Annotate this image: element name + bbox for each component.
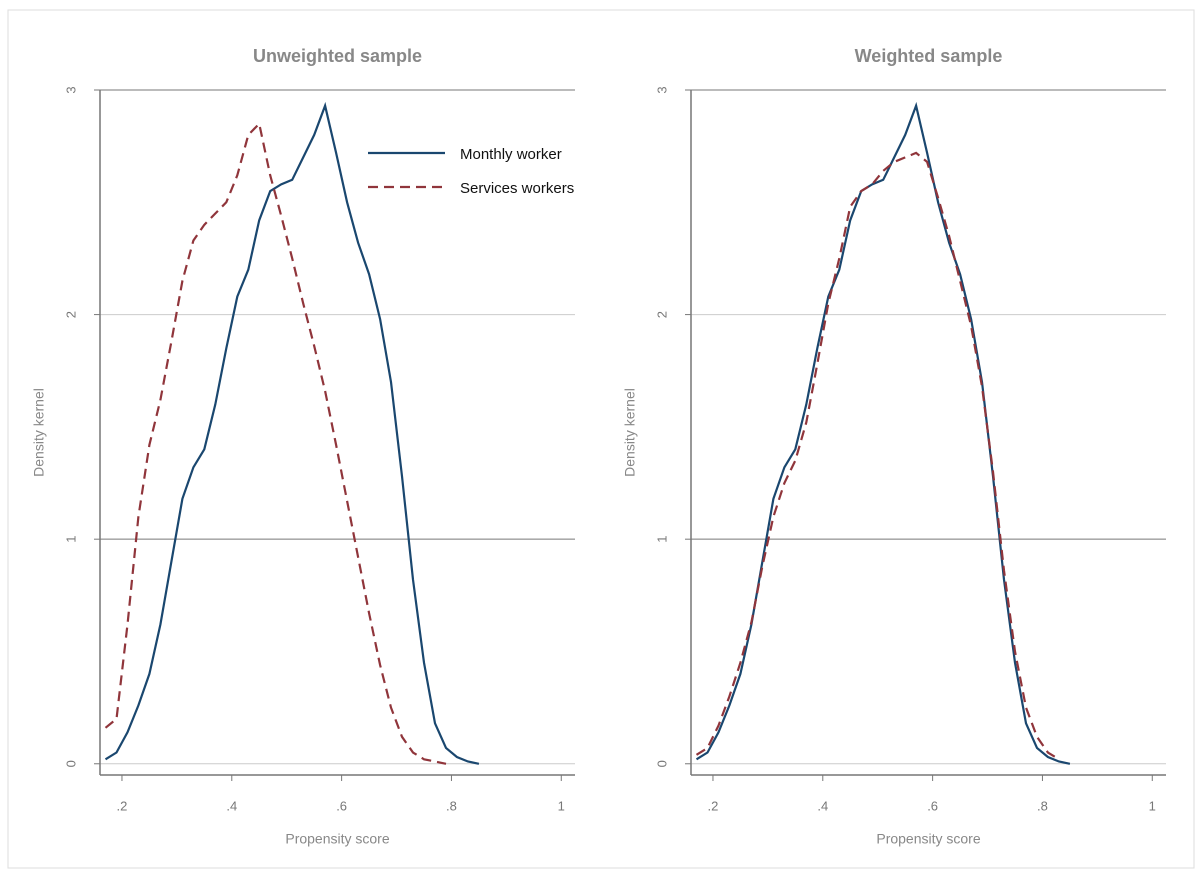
y-tick-label: 1 [654, 536, 669, 543]
x-axis-label: Propensity score [285, 831, 389, 847]
legend-label: Monthly worker [460, 146, 562, 163]
x-tick-label: 1 [558, 798, 565, 813]
x-tick-label: .6 [336, 798, 347, 813]
panel-title: Unweighted sample [253, 46, 422, 66]
y-axis-label: Density kernel [31, 388, 47, 477]
y-tick-label: 2 [63, 311, 78, 318]
x-tick-label: .4 [817, 798, 828, 813]
x-tick-label: 1 [1149, 798, 1156, 813]
x-tick-label: .8 [1037, 798, 1048, 813]
series-line [695, 151, 1060, 761]
y-axis-label: Density kernel [622, 388, 638, 477]
y-tick-label: 0 [654, 760, 669, 767]
x-axis-label: Propensity score [876, 831, 980, 847]
x-tick-label: .4 [226, 798, 237, 813]
x-tick-label: .6 [927, 798, 938, 813]
x-tick-label: .2 [117, 798, 128, 813]
panel-title: Weighted sample [855, 46, 1003, 66]
y-tick-label: 2 [654, 311, 669, 318]
x-tick-label: .2 [708, 798, 719, 813]
legend-label: Services workers [460, 180, 574, 197]
y-tick-label: 3 [654, 86, 669, 93]
frame [7, 9, 1195, 869]
x-tick-label: .8 [446, 798, 457, 813]
y-tick-label: 1 [63, 536, 78, 543]
series-line [104, 101, 480, 765]
y-tick-label: 3 [63, 86, 78, 93]
series-line [695, 101, 1071, 765]
series-line [104, 121, 447, 765]
y-tick-label: 0 [63, 760, 78, 767]
